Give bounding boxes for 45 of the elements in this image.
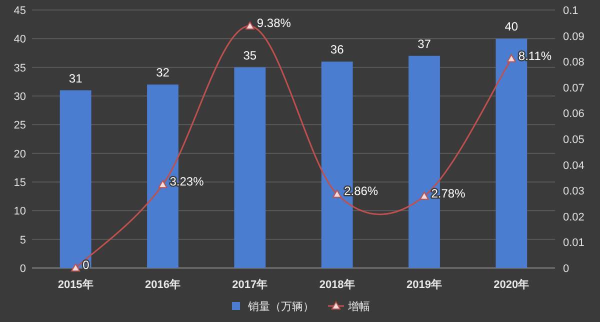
x-tick-label: 2019年 <box>406 278 442 291</box>
point <box>71 264 80 272</box>
data-label: 31 <box>68 71 83 86</box>
bar <box>234 67 266 268</box>
y-tick-label: 40 <box>14 34 26 46</box>
y2-tick-label: 0.07 <box>563 82 584 94</box>
y-tick-label: 30 <box>14 91 26 103</box>
y2-tick-label: 0.04 <box>563 160 584 172</box>
data-label: 36 <box>330 42 344 57</box>
y2-tick-label: 0 <box>563 263 570 275</box>
y-tick-label: 25 <box>14 120 26 132</box>
y-tick-label: 15 <box>14 177 26 189</box>
point <box>332 190 342 198</box>
point <box>506 54 516 62</box>
y2-tick-label: 0.1 <box>563 5 578 17</box>
x-tick-label: 2015年 <box>58 278 94 291</box>
y-tick-label: 0 <box>20 263 26 275</box>
point <box>420 192 429 200</box>
y-tick-label: 35 <box>14 62 26 74</box>
data-label: 37 <box>418 36 432 51</box>
y2-tick-label: 0.09 <box>563 30 584 43</box>
y2-tick-label: 0.02 <box>563 211 584 224</box>
y-tick-label: 45 <box>14 5 26 17</box>
x-tick-label: 2018年 <box>319 278 355 291</box>
y2-tick-label: 0.03 <box>563 186 584 198</box>
data-label: 35 <box>243 48 257 62</box>
x-tick-label: 2017年 <box>232 278 268 291</box>
y-tick-label: 5 <box>20 234 26 246</box>
point <box>245 21 254 30</box>
y-tick-label: 20 <box>14 148 26 160</box>
y2-tick-label: 0.01 <box>563 237 584 250</box>
x-tick-label: 2016年 <box>145 278 180 291</box>
data-label: 0 <box>82 258 90 272</box>
y-tick-label: 10 <box>14 206 26 218</box>
data-label: 9.38% <box>256 16 292 30</box>
x-tick-label: 2020年 <box>494 278 530 291</box>
y2-tick-label: 0.06 <box>563 108 584 120</box>
point <box>158 180 168 188</box>
y2-tick-label: 0.05 <box>563 134 584 146</box>
legend-label: 销量（万辆） <box>247 301 314 313</box>
bar <box>60 90 92 268</box>
y2-tick-label: 0.08 <box>563 56 584 69</box>
data-label: 32 <box>156 66 170 80</box>
legend-label: 增幅 <box>347 301 370 313</box>
data-label: 40 <box>504 20 518 34</box>
